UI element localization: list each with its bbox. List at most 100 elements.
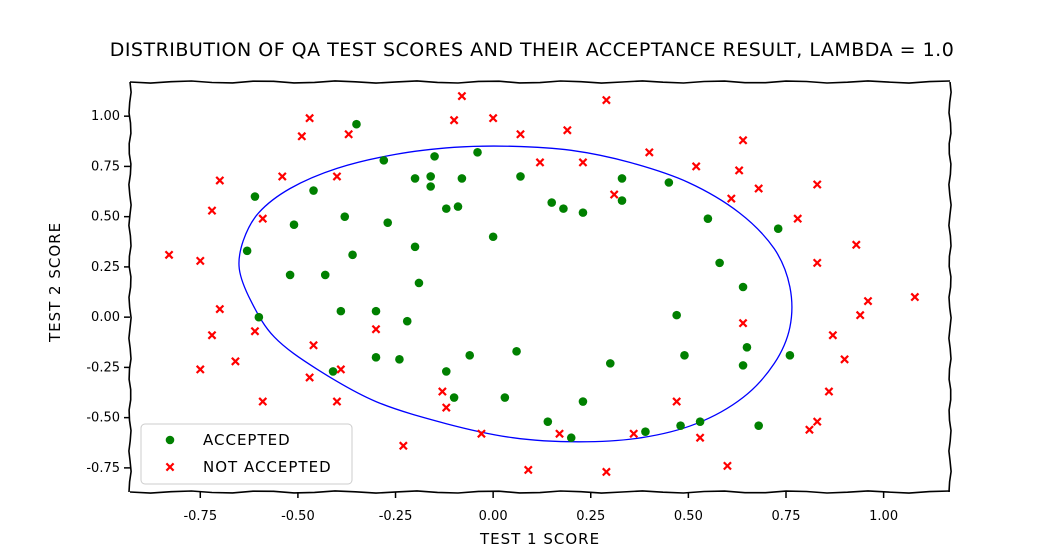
accepted-point	[453, 202, 463, 211]
not-accepted-point	[812, 417, 822, 427]
y-tick-label: -0.25	[86, 360, 120, 375]
not-accepted-point	[250, 326, 260, 336]
not-accepted-point	[398, 441, 408, 451]
not-accepted-point	[555, 429, 564, 439]
not-accepted-point	[449, 115, 459, 125]
x-tick-label: -0.50	[281, 509, 315, 524]
accepted-point	[754, 421, 763, 430]
accepted-point	[738, 361, 748, 370]
x-tick-label: 0.00	[479, 509, 508, 524]
accepted-point	[285, 270, 295, 280]
not-accepted-point	[602, 467, 611, 477]
frame-right	[948, 81, 952, 493]
accepted-point	[488, 232, 498, 242]
accepted-point	[254, 312, 264, 322]
frame-top	[129, 80, 951, 84]
decision-boundary-curve	[238, 145, 793, 443]
accepted-point	[773, 224, 783, 234]
accepted-point	[289, 220, 299, 229]
not-accepted-point	[231, 356, 240, 366]
not-accepted-point	[258, 214, 268, 224]
not-accepted-point	[305, 113, 314, 123]
accepted-point	[352, 119, 361, 129]
accepted-point	[566, 433, 576, 443]
y-tick-label: -0.75	[86, 461, 120, 476]
accepted-point	[449, 393, 459, 402]
not-accepted-point	[824, 387, 834, 396]
not-accepted-point	[344, 129, 354, 139]
not-accepted-point	[195, 256, 205, 266]
not-accepted-point	[332, 397, 342, 406]
not-accepted-point	[851, 240, 861, 250]
accepted-point	[617, 174, 627, 183]
not-accepted-point	[602, 95, 611, 105]
x-tick-label: -0.75	[183, 509, 217, 524]
accepted-point	[543, 417, 553, 426]
not-accepted-point	[644, 147, 654, 157]
frame-bottom	[129, 490, 951, 494]
not-accepted-point	[863, 296, 873, 306]
not-accepted-point	[336, 365, 346, 374]
x-tick-label: 0.25	[576, 509, 605, 524]
not-accepted-point	[195, 365, 205, 374]
chart-title: DISTRIBUTION OF QA TEST SCORES AND THEIR…	[110, 39, 955, 61]
not-accepted-point	[562, 125, 572, 135]
not-accepted-point	[371, 324, 381, 334]
accepted-point	[340, 212, 350, 221]
accepted-point	[410, 242, 420, 252]
x-tick-label: 1.00	[869, 509, 898, 524]
accepted-point	[578, 397, 588, 406]
legend-accepted-marker	[165, 435, 175, 445]
accepted-point	[426, 182, 435, 191]
not-accepted-point	[855, 310, 865, 320]
not-accepted-point	[805, 425, 814, 435]
accepted-point	[680, 351, 689, 360]
accepted-point	[410, 174, 420, 183]
not-accepted-point	[695, 433, 705, 443]
y-tick-label: -0.50	[86, 411, 120, 426]
accepted-point	[371, 353, 381, 362]
not-accepted-point	[441, 403, 451, 412]
accepted-point	[465, 351, 475, 360]
not-accepted-point	[738, 318, 748, 328]
y-tick-label: 0.50	[91, 210, 120, 225]
not-accepted-point	[438, 387, 447, 396]
accepted-point	[379, 156, 389, 165]
accepted-point	[641, 427, 650, 437]
accepted-point	[402, 316, 412, 326]
y-axis-ticks: -0.75 -0.50 -0.25 0.00 0.25 0.50 0.75 1.00	[86, 109, 130, 476]
x-tick-label: -0.25	[379, 509, 413, 524]
not-accepted-point	[523, 465, 533, 475]
accepted-point	[426, 172, 435, 181]
accepted-point	[605, 359, 615, 368]
accepted-point	[676, 421, 685, 430]
x-axis-label: TEST 1 SCORE	[479, 530, 600, 548]
frame-left	[128, 81, 132, 493]
x-axis-ticks: -0.75 -0.50 -0.25 0.00 0.25 0.50 0.75 1.00	[183, 492, 898, 524]
accepted-point	[578, 208, 588, 217]
not-accepted-point	[723, 461, 732, 471]
accepted-point	[512, 347, 521, 356]
accepted-point	[336, 306, 346, 316]
not-accepted-point	[516, 129, 525, 139]
accepted-point	[371, 306, 381, 316]
accepted-point	[242, 246, 252, 256]
y-axis-label: TEST 2 SCORE	[46, 222, 64, 343]
not-accepted-point	[457, 91, 467, 101]
not-accepted-point	[726, 194, 736, 203]
accepted-point	[500, 393, 510, 402]
legend-label: NOT ACCEPTED	[203, 458, 332, 476]
not-accepted-point	[258, 397, 268, 406]
accepted-point	[715, 258, 724, 268]
y-tick-label: 0.25	[91, 260, 120, 275]
accepted-point	[457, 174, 467, 183]
not-accepted-point	[309, 340, 318, 350]
accepted-point	[320, 270, 330, 280]
plot-frame	[128, 80, 952, 494]
accepted-point	[785, 351, 795, 360]
data-points	[164, 91, 920, 477]
not-accepted-point	[609, 190, 619, 199]
not-accepted-point	[812, 258, 822, 268]
not-accepted-point	[535, 158, 545, 167]
